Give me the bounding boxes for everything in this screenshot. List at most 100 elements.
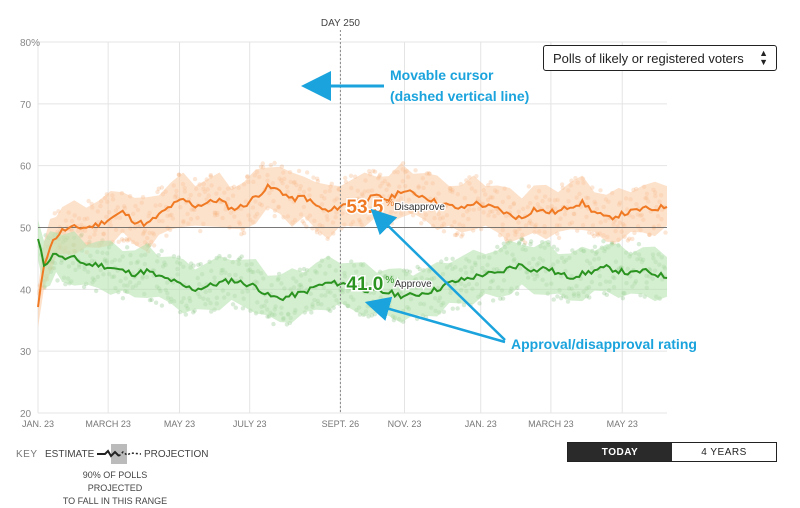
approve-poll-dot bbox=[604, 292, 610, 298]
approve-poll-dot bbox=[441, 309, 447, 315]
disapprove-poll-dot bbox=[151, 243, 157, 248]
key-line-icon bbox=[97, 444, 141, 464]
approve-poll-dot bbox=[450, 306, 455, 311]
disapprove-poll-dot bbox=[260, 161, 265, 166]
poll-filter-value: Polls of likely or registered voters bbox=[553, 50, 744, 66]
disapprove-poll-dot bbox=[300, 219, 305, 224]
approve-poll-dot bbox=[198, 262, 203, 267]
approve-poll-dot bbox=[570, 248, 575, 253]
disapprove-poll-dot bbox=[241, 230, 247, 236]
disapprove-poll-dot bbox=[124, 236, 129, 242]
disapprove-poll-dot bbox=[192, 176, 198, 182]
disapprove-poll-dot bbox=[208, 173, 213, 178]
annotations: Movable cursor (dashed vertical line) Ap… bbox=[301, 67, 697, 352]
disapprove-poll-dot bbox=[441, 229, 447, 234]
approve-poll-dot bbox=[159, 248, 164, 254]
disapprove-poll-dot bbox=[413, 168, 418, 173]
approve-poll-dot bbox=[240, 306, 246, 311]
key-label: KEY bbox=[16, 449, 38, 460]
disapprove-poll-dot bbox=[311, 175, 316, 180]
select-arrows-icon: ▲ ▼ bbox=[759, 48, 768, 67]
approve-poll-dot bbox=[417, 266, 422, 272]
x-tick-label: NOV. 23 bbox=[388, 419, 422, 429]
x-tick-label: MAY 23 bbox=[164, 419, 195, 429]
disapprove-poll-dot bbox=[556, 235, 562, 241]
approve-poll-dot bbox=[237, 256, 242, 261]
x-tick-label: JAN. 23 bbox=[465, 419, 497, 429]
disapprove-poll-dot bbox=[121, 238, 126, 243]
cursor-day-label: DAY 250 bbox=[321, 18, 361, 29]
approve-poll-dot bbox=[208, 309, 214, 314]
approve-poll-dot bbox=[528, 239, 534, 244]
disapprove-poll-dot bbox=[239, 231, 244, 237]
disapprove-poll-dot bbox=[630, 236, 635, 242]
approve-poll-dot bbox=[415, 264, 420, 270]
disapprove-poll-dot bbox=[296, 168, 302, 174]
approve-poll-dot bbox=[551, 297, 556, 302]
y-tick-label: 40 bbox=[20, 285, 32, 296]
today-button[interactable]: TODAY bbox=[568, 443, 672, 461]
y-tick-label: 80% bbox=[20, 38, 40, 49]
approve-poll-dot bbox=[587, 295, 592, 300]
disapprove-poll-dot bbox=[268, 162, 274, 168]
x-axis-ticks: JAN. 23 MARCH 23 MAY 23 JULY 23 SEPT. 26 NOV.… bbox=[22, 419, 638, 429]
disapprove-poll-dot bbox=[370, 168, 376, 174]
estimate-lines bbox=[37, 182, 668, 308]
approve-poll-dot bbox=[555, 294, 560, 299]
disapprove-poll-dot bbox=[348, 173, 354, 178]
approve-value-group: 41.0% Approve bbox=[345, 273, 433, 297]
disapprove-poll-dot bbox=[520, 237, 526, 242]
approval-chart[interactable]: 20 30 40 50 60 70 80% JAN. 23 MARCH 23 MAY 23 JUL… bbox=[0, 0, 800, 489]
y-tick-label: 70 bbox=[20, 100, 32, 111]
disapprove-poll-dot bbox=[590, 231, 595, 236]
approve-poll-dot bbox=[514, 291, 520, 296]
disapprove-poll-dot bbox=[304, 170, 310, 175]
disapprove-poll-dot bbox=[116, 239, 121, 245]
disapprove-line bbox=[37, 182, 668, 308]
disapprove-unit: % bbox=[385, 198, 394, 209]
disapprove-poll-dot bbox=[52, 211, 57, 216]
approve-poll-dot bbox=[461, 302, 467, 308]
y-tick-label: 20 bbox=[20, 409, 32, 420]
y-axis-ticks: 20 30 40 50 60 70 80% bbox=[20, 38, 40, 420]
disapprove-poll-dot bbox=[125, 238, 130, 243]
four-years-button[interactable]: 4 YEARS bbox=[672, 443, 776, 461]
approve-poll-dot bbox=[620, 295, 626, 301]
disapprove-poll-dot bbox=[301, 221, 307, 226]
approve-poll-dot bbox=[498, 296, 503, 301]
disapprove-poll-dot bbox=[454, 232, 459, 238]
approve-poll-dot bbox=[227, 254, 232, 259]
disapprove-poll-dot bbox=[627, 236, 632, 241]
approve-poll-dot bbox=[124, 245, 130, 250]
disapprove-poll-dot bbox=[159, 185, 165, 190]
disapprove-poll-dot bbox=[315, 176, 320, 181]
approve-poll-dot bbox=[349, 259, 354, 264]
disapprove-poll-dot bbox=[419, 221, 424, 226]
disapprove-arrow bbox=[370, 208, 506, 341]
poll-filter-select[interactable]: Polls of likely or registered voters ▲ ▼ bbox=[543, 45, 777, 71]
x-tick-label: JAN. 23 bbox=[22, 419, 54, 429]
range-toggle[interactable]: TODAY 4 YEARS bbox=[567, 442, 777, 462]
disapprove-poll-dot bbox=[452, 232, 458, 238]
approve-poll-dot bbox=[271, 321, 276, 327]
approve-poll-dot bbox=[477, 301, 482, 306]
disapprove-poll-dot bbox=[272, 160, 277, 166]
approve-poll-dot bbox=[183, 312, 189, 317]
approve-poll-dot bbox=[455, 306, 460, 311]
x-tick-label: MARCH 23 bbox=[85, 419, 131, 429]
approve-label: Approve bbox=[394, 279, 432, 290]
approve-line bbox=[37, 238, 668, 302]
x-tick-label: MAY 23 bbox=[607, 419, 638, 429]
disapprove-poll-dot bbox=[625, 238, 631, 243]
disapprove-projection-band bbox=[38, 163, 667, 328]
disapprove-poll-dot bbox=[410, 213, 416, 218]
disapprove-poll-dot bbox=[559, 182, 565, 187]
cursor-annotation-title: Movable cursor bbox=[390, 67, 494, 83]
disapprove-poll-dot bbox=[591, 233, 597, 239]
approve-poll-dot bbox=[191, 310, 196, 315]
approve-poll-dot bbox=[592, 244, 598, 249]
rating-annotation: Approval/disapproval rating bbox=[511, 336, 697, 352]
approve-poll-dot bbox=[500, 296, 506, 301]
approve-poll-dot bbox=[233, 305, 239, 310]
